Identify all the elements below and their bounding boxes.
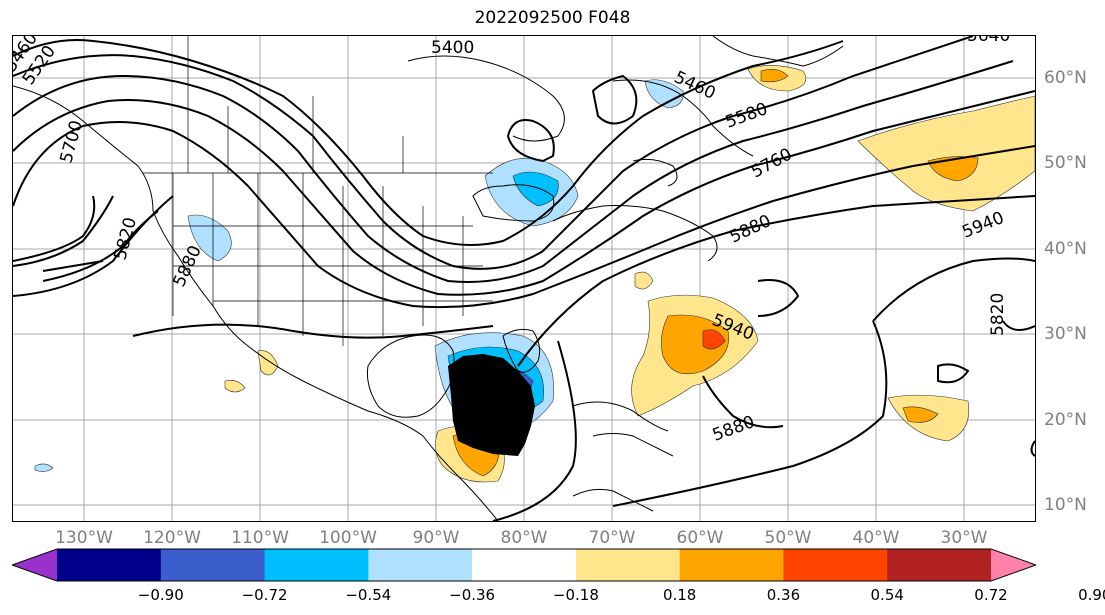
lat-label: 40°N [1044,238,1087,259]
political-borders [143,36,493,346]
colorbar-tick-label: 0.54 [870,586,904,604]
colorbar-tick-label: 0.72 [974,586,1008,604]
lon-label: 80°W [500,528,548,548]
contour-label-6: 5580 [723,99,770,133]
coastlines [13,36,844,521]
colorbar-extend-high [991,549,1036,581]
lat-label: 20°N [1044,409,1087,430]
contour-label-15: 5700 [57,118,88,165]
map-canvas: 5460 5520 5400 5640 5460 5580 5760 5880 … [13,36,1035,521]
colorbar-tick-label: −0.72 [241,586,288,604]
colorbar-segment [887,549,992,581]
colorbar-segment [264,549,369,581]
height-contours [13,36,1035,521]
lat-label: 30°N [1044,324,1087,345]
colorbar-extend-low [12,549,57,581]
colorbar-segment [160,549,266,581]
colorbar-tick-label: −0.18 [552,586,599,604]
colorbar-segment [57,549,162,581]
contour-label-3: 5400 [431,38,474,58]
colorbar-outline [12,548,1036,582]
lat-label: 60°N [1044,68,1087,88]
lon-label: 40°W [852,528,900,548]
map-panel: 5460 5520 5400 5640 5460 5580 5760 5880 … [12,35,1036,522]
lat-label: 50°N [1044,153,1087,174]
colorbar-segment [679,549,784,581]
lon-label: 30°W [940,528,988,548]
lat-label: 10°N [1044,495,1087,515]
lon-label: 130°W [55,528,113,548]
colorbar-tick-label: −0.90 [137,586,184,604]
lon-label: 50°W [764,528,812,548]
contour-label-13: 5820 [988,293,1008,336]
colorbar-segment [472,549,577,581]
lon-label: 90°W [412,528,460,548]
colorbar-tick-label: 0.36 [766,586,801,604]
stipple-region [448,354,535,456]
contour-label-8: 5880 [727,211,775,247]
graticule [13,36,1035,521]
map-title: 2022092500 F048 [474,8,631,28]
colorbar-segment [575,549,681,581]
contour-label-9: 5940 [959,208,1007,243]
colorbar-segment [368,549,473,581]
lon-label: 110°W [231,528,289,548]
contour-label-4: 5640 [967,36,1010,46]
lon-label: 70°W [588,528,636,548]
lon-label: 60°W [676,528,724,548]
lon-label: 100°W [319,528,377,548]
colorbar-tick-label: −0.36 [449,586,496,604]
colorbar-tick-label: 0.90 [1078,586,1105,604]
contour-label-10: 5820 [111,215,142,262]
colorbar-tick-label: 0.18 [662,586,697,604]
colorbar [12,548,1036,582]
colorbar-segment [783,549,888,581]
colorbar-tick-label: −0.54 [345,586,392,604]
lon-label: 120°W [143,528,201,548]
